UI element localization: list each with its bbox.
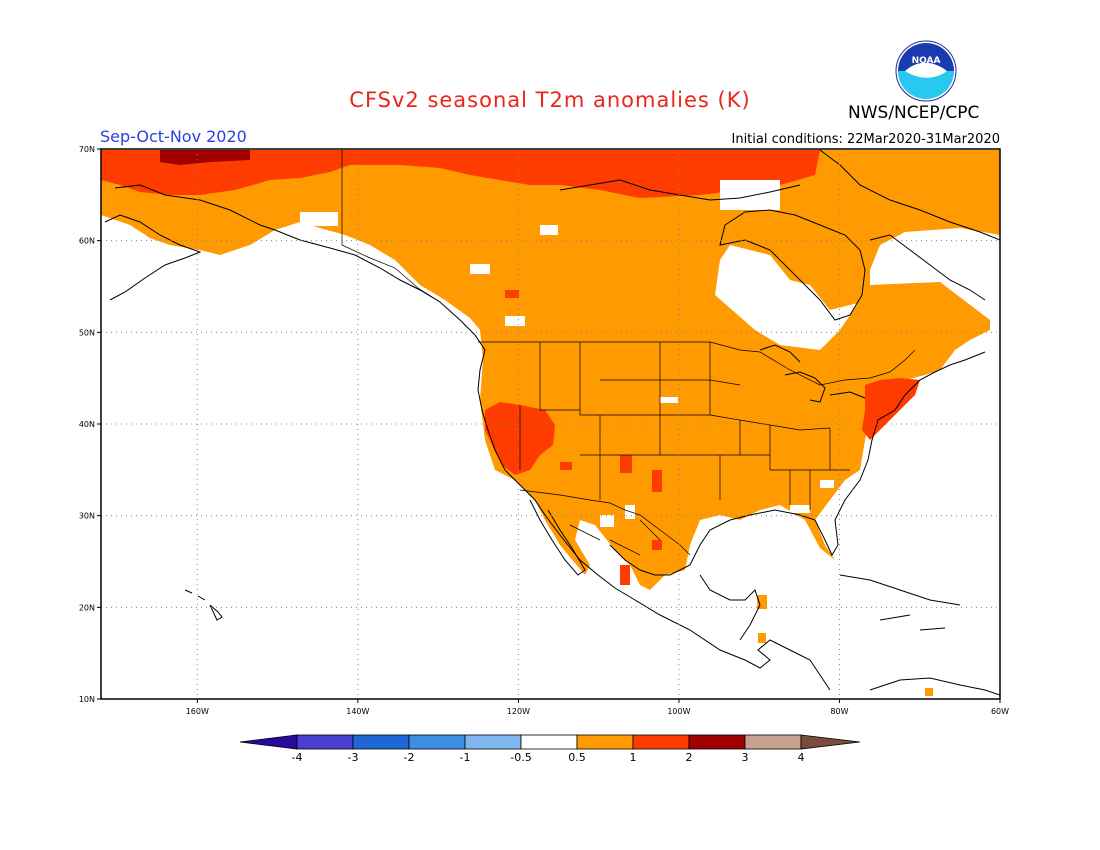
anomaly-cell-neutral — [790, 505, 810, 513]
tick-label-lon: 140W — [346, 707, 369, 716]
anomaly-cell-red — [620, 565, 630, 585]
colorbar-segment — [632, 734, 690, 750]
colorbar-label: 2 — [686, 751, 693, 764]
anomaly-cell-neutral — [540, 225, 558, 235]
anomaly-cell-neutral — [505, 316, 525, 326]
colorbar-label: 0.5 — [568, 751, 586, 764]
tick-label-lat: 20N — [79, 603, 95, 612]
period-label: Sep-Oct-Nov 2020 — [100, 127, 247, 146]
anomaly-cell-red — [652, 470, 662, 492]
colorbar-label: -4 — [292, 751, 303, 764]
anomaly-cell-neutral — [660, 397, 678, 403]
tick-label-lon: 60W — [991, 707, 1009, 716]
coastline-layer — [104, 149, 1000, 696]
great-lakes — [759, 344, 866, 403]
anomaly-region-darkred — [160, 150, 250, 165]
grid-layer — [101, 149, 1000, 699]
tick-label-lat: 10N — [79, 695, 95, 704]
tick-label-lat: 70N — [79, 145, 95, 154]
anomaly-cell-red — [620, 455, 632, 473]
anomaly-cell-neutral — [720, 180, 780, 210]
chart-title: CFSv2 seasonal T2m anomalies (K) — [349, 88, 751, 112]
colorbar-segment — [744, 734, 802, 750]
tick-label-lat: 40N — [79, 420, 95, 429]
coastline-hawaii — [184, 589, 223, 621]
anomaly-cell-orange — [758, 633, 766, 643]
colorbar-segment — [464, 734, 522, 750]
coastline-greenland — [819, 149, 1000, 241]
tick-label-lat: 60N — [79, 237, 95, 246]
anomaly-cell-neutral — [470, 264, 490, 274]
colorbar-segment — [352, 734, 410, 750]
colorbar-label: -2 — [404, 751, 415, 764]
border-us-canada — [478, 341, 916, 386]
anomaly-cell-neutral — [600, 515, 614, 527]
colorbar-segment — [296, 734, 354, 750]
coastline-labrador — [869, 234, 986, 301]
coastline-gulf — [609, 351, 986, 576]
colorbar-segment — [688, 734, 746, 750]
coastline-north-america — [114, 184, 831, 691]
initial-conditions-label: Initial conditions: 22Mar2020-31Mar2020 — [731, 132, 1001, 147]
tick-label-lat: 50N — [79, 328, 95, 337]
colorbar-label: -3 — [348, 751, 359, 764]
coastline-arctic-islands — [559, 179, 801, 201]
colorbar-extend-high — [800, 734, 861, 750]
logo-text: NOAA — [912, 56, 941, 66]
colorbar-label: 1 — [630, 751, 637, 764]
colorbar-segment — [576, 734, 634, 750]
coastline-south-america — [869, 677, 1000, 696]
border-alaska-canada — [341, 150, 441, 303]
coastline-alaska-west — [104, 214, 202, 301]
tick-label-lon: 80W — [830, 707, 848, 716]
anomaly-fill-layer — [101, 150, 1000, 696]
anomaly-cell-neutral — [300, 212, 338, 226]
tick-label-lon: 100W — [667, 707, 690, 716]
colorbar-label: -0.5 — [510, 751, 531, 764]
boundary-layer — [341, 150, 916, 556]
anomaly-cell-red — [652, 540, 662, 550]
anomaly-cell-orange — [757, 595, 767, 609]
coastline-baja — [529, 499, 586, 576]
anomaly-cell-red — [560, 462, 572, 470]
anomaly-cell-red — [505, 290, 519, 298]
coastline-hudson — [719, 209, 866, 321]
colorbar-label: 4 — [798, 751, 805, 764]
colorbar-label: -1 — [460, 751, 471, 764]
colorbar: -4 -3 -2 -1 -0.5 0.5 1 2 3 4 — [239, 734, 861, 764]
tick-label-lon: 160W — [186, 707, 209, 716]
anomaly-region-red-north — [101, 150, 820, 198]
colorbar-segment — [520, 734, 578, 750]
coastline-yucatan — [699, 574, 761, 641]
mexico-states — [569, 519, 661, 556]
noaa-logo-icon: NOAA — [895, 40, 957, 102]
anomaly-region-red-northeast — [862, 378, 920, 440]
colorbar-extend-low — [239, 734, 298, 750]
anomaly-cell-orange — [925, 688, 933, 696]
anomaly-cell-neutral — [820, 480, 834, 488]
coastline-caribbean — [839, 574, 961, 631]
agency-label: NWS/NCEP/CPC — [848, 103, 980, 123]
colorbar-segment — [408, 734, 466, 750]
state-borders — [519, 342, 850, 510]
tick-label-layer: 160W 140W 120W 100W 80W 60W 10N 20N 30N 40N 50N 60N… — [79, 145, 1009, 716]
anomaly-region-orange — [101, 150, 1000, 590]
border-us-mexico — [519, 489, 691, 556]
tick-label-lon: 120W — [507, 707, 530, 716]
colorbar-label: 3 — [742, 751, 749, 764]
tick-label-lat: 30N — [79, 512, 95, 521]
